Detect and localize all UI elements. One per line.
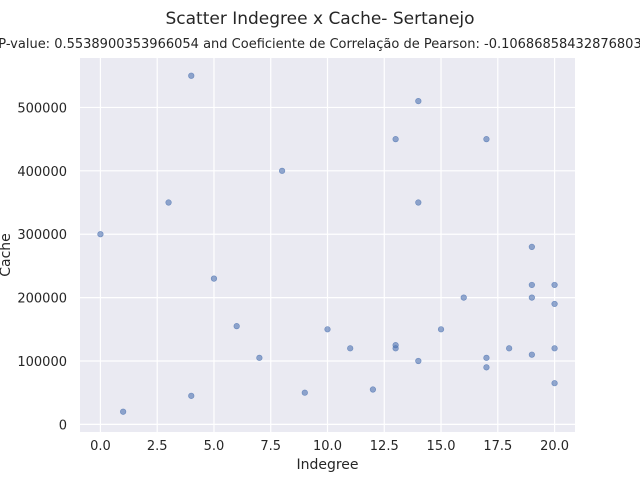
data-point bbox=[256, 354, 263, 361]
chart-subtitle: P-value: 0.5538900353966054 and Coeficie… bbox=[0, 37, 640, 52]
data-point bbox=[506, 345, 513, 352]
data-point bbox=[324, 326, 331, 333]
data-point bbox=[483, 354, 490, 361]
x-tick-label: 20.0 bbox=[540, 439, 569, 454]
data-point bbox=[120, 408, 127, 415]
data-point bbox=[528, 243, 535, 251]
x-tick-label: 0.0 bbox=[90, 439, 111, 454]
data-point bbox=[278, 167, 286, 174]
data-point bbox=[301, 389, 308, 396]
data-point bbox=[97, 231, 104, 238]
data-point bbox=[392, 136, 399, 143]
grid-lines bbox=[80, 58, 575, 432]
x-axis-label: Indegree bbox=[296, 457, 358, 473]
chart-title: Scatter Indegree x Cache- Sertanejo bbox=[165, 9, 474, 29]
data-point bbox=[483, 136, 490, 143]
data-point bbox=[551, 380, 558, 387]
data-point bbox=[437, 326, 445, 333]
y-tick-label: 500000 bbox=[17, 101, 67, 116]
data-points bbox=[97, 72, 558, 415]
data-point bbox=[528, 294, 535, 301]
data-point bbox=[165, 199, 172, 206]
y-tick-label: 400000 bbox=[17, 165, 67, 180]
data-point bbox=[551, 281, 558, 289]
x-tick-label: 10.0 bbox=[313, 439, 342, 454]
data-point bbox=[551, 300, 558, 308]
x-tick-label: 17.5 bbox=[483, 439, 512, 454]
data-point bbox=[188, 392, 195, 399]
data-point bbox=[369, 386, 377, 393]
data-point bbox=[551, 345, 558, 352]
data-point bbox=[460, 294, 467, 301]
y-tick-label: 200000 bbox=[17, 292, 67, 307]
x-tick-label: 5.0 bbox=[204, 439, 225, 454]
x-tick-label: 2.5 bbox=[147, 439, 168, 454]
data-point bbox=[415, 199, 422, 206]
y-tick-labels: 0 100000 200000 300000 400000 500000 bbox=[17, 101, 67, 433]
data-point bbox=[233, 323, 240, 330]
y-tick-label: 300000 bbox=[17, 228, 67, 243]
y-axis-label: Cache bbox=[0, 233, 14, 277]
x-tick-label: 7.5 bbox=[260, 439, 281, 454]
data-point bbox=[347, 345, 354, 352]
data-point bbox=[528, 351, 535, 358]
y-tick-label: 100000 bbox=[17, 355, 67, 370]
data-point bbox=[415, 98, 422, 105]
data-point bbox=[483, 364, 490, 371]
x-tick-label: 15.0 bbox=[427, 439, 456, 454]
data-point bbox=[210, 275, 218, 282]
x-tick-labels: 0.0 2.5 5.0 7.5 10.0 12.5 15.0 17.5 20.0 bbox=[90, 439, 569, 454]
data-point bbox=[188, 72, 195, 79]
data-point bbox=[392, 345, 399, 352]
data-point bbox=[415, 357, 422, 365]
x-tick-label: 12.5 bbox=[370, 439, 399, 454]
y-tick-label: 0 bbox=[59, 418, 67, 433]
data-point bbox=[528, 281, 535, 289]
